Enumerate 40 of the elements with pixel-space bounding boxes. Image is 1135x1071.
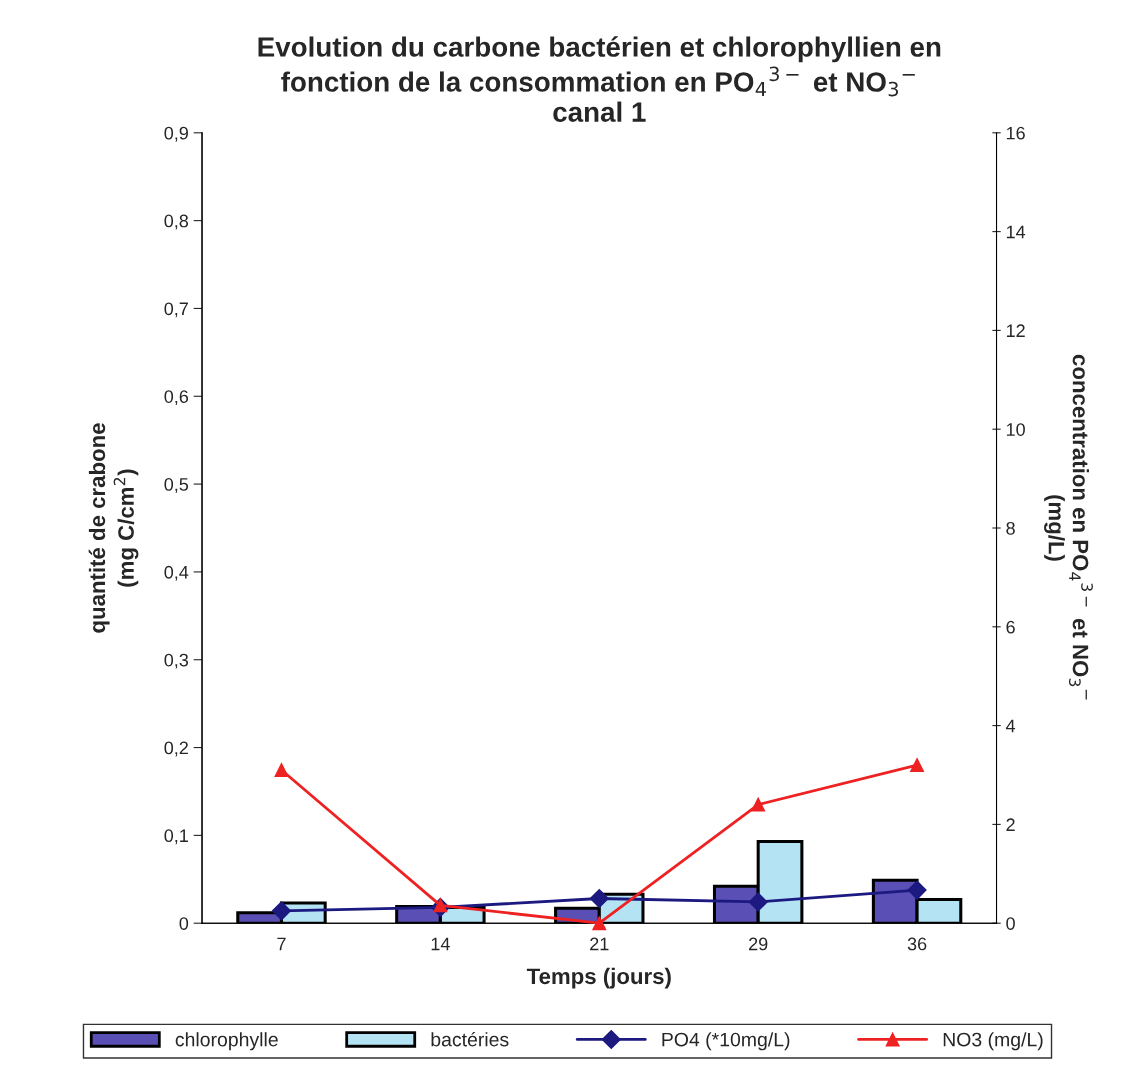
y-tick-label: 0,3 <box>164 653 189 669</box>
y2-tick-label: 14 <box>1006 225 1026 239</box>
point <box>274 763 289 778</box>
chart-title: Evolution du carbone bactérien et chlorophyllien en fonction de la consommation en PO$_{4}$$^{3−}$ et NO$_{3}$$^{−}$ canal 1 <box>258 36 941 122</box>
y2-tick-label: 8 <box>1006 521 1015 535</box>
legend-label: PO4 (*10mg/L) <box>662 1032 790 1051</box>
y-tick-label: 0,6 <box>164 390 189 406</box>
y-tick-label: 0,2 <box>164 741 188 757</box>
y2-tick-label: 6 <box>1006 620 1015 634</box>
y2-tick-label: 0 <box>1006 917 1015 930</box>
x-tick-label: 36 <box>907 937 927 951</box>
text: concentration en PO$_{4}$$^{3−}$ et NO$_{3}$$^{−}$ (mg/L) <box>1044 354 1093 700</box>
point <box>589 888 609 909</box>
y2-tick-label: 2 <box>1006 818 1015 831</box>
point <box>748 892 768 912</box>
point <box>910 758 925 773</box>
y-tick-label: 0,9 <box>164 126 188 142</box>
y-axis-title: quantité de crabone (mg C/cm$^{2}$) <box>88 423 139 633</box>
y2-tick-label: 4 <box>1005 719 1016 733</box>
y-tick-label: 0,7 <box>164 302 188 318</box>
y-tick-label: 0,5 <box>164 478 189 493</box>
x-tick-label: 14 <box>431 937 450 951</box>
legend-label: chlorophylle <box>175 1032 278 1051</box>
x-tick-label: 29 <box>749 937 768 951</box>
y-tick-label: 0,1 <box>164 829 188 845</box>
legend-label: NO3 (mg/L) <box>943 1032 1043 1051</box>
y-tick-label: 0 <box>179 917 189 930</box>
x-axis-title: Temps (jours) <box>526 967 671 989</box>
y-tick-label: 0,4 <box>164 565 189 581</box>
point <box>271 901 292 921</box>
point <box>592 916 607 931</box>
y2-tick-label: 10 <box>1006 423 1025 436</box>
y2-tick-label: 16 <box>1006 126 1025 140</box>
x-tick-label: 21 <box>590 937 609 951</box>
point <box>751 797 766 812</box>
legend-label: bactéries <box>431 1031 509 1047</box>
x-tick-label: 7 <box>277 937 286 951</box>
y2-tick-label: 12 <box>1006 324 1025 337</box>
point <box>907 880 927 900</box>
y-tick-label: 0,8 <box>164 214 189 230</box>
